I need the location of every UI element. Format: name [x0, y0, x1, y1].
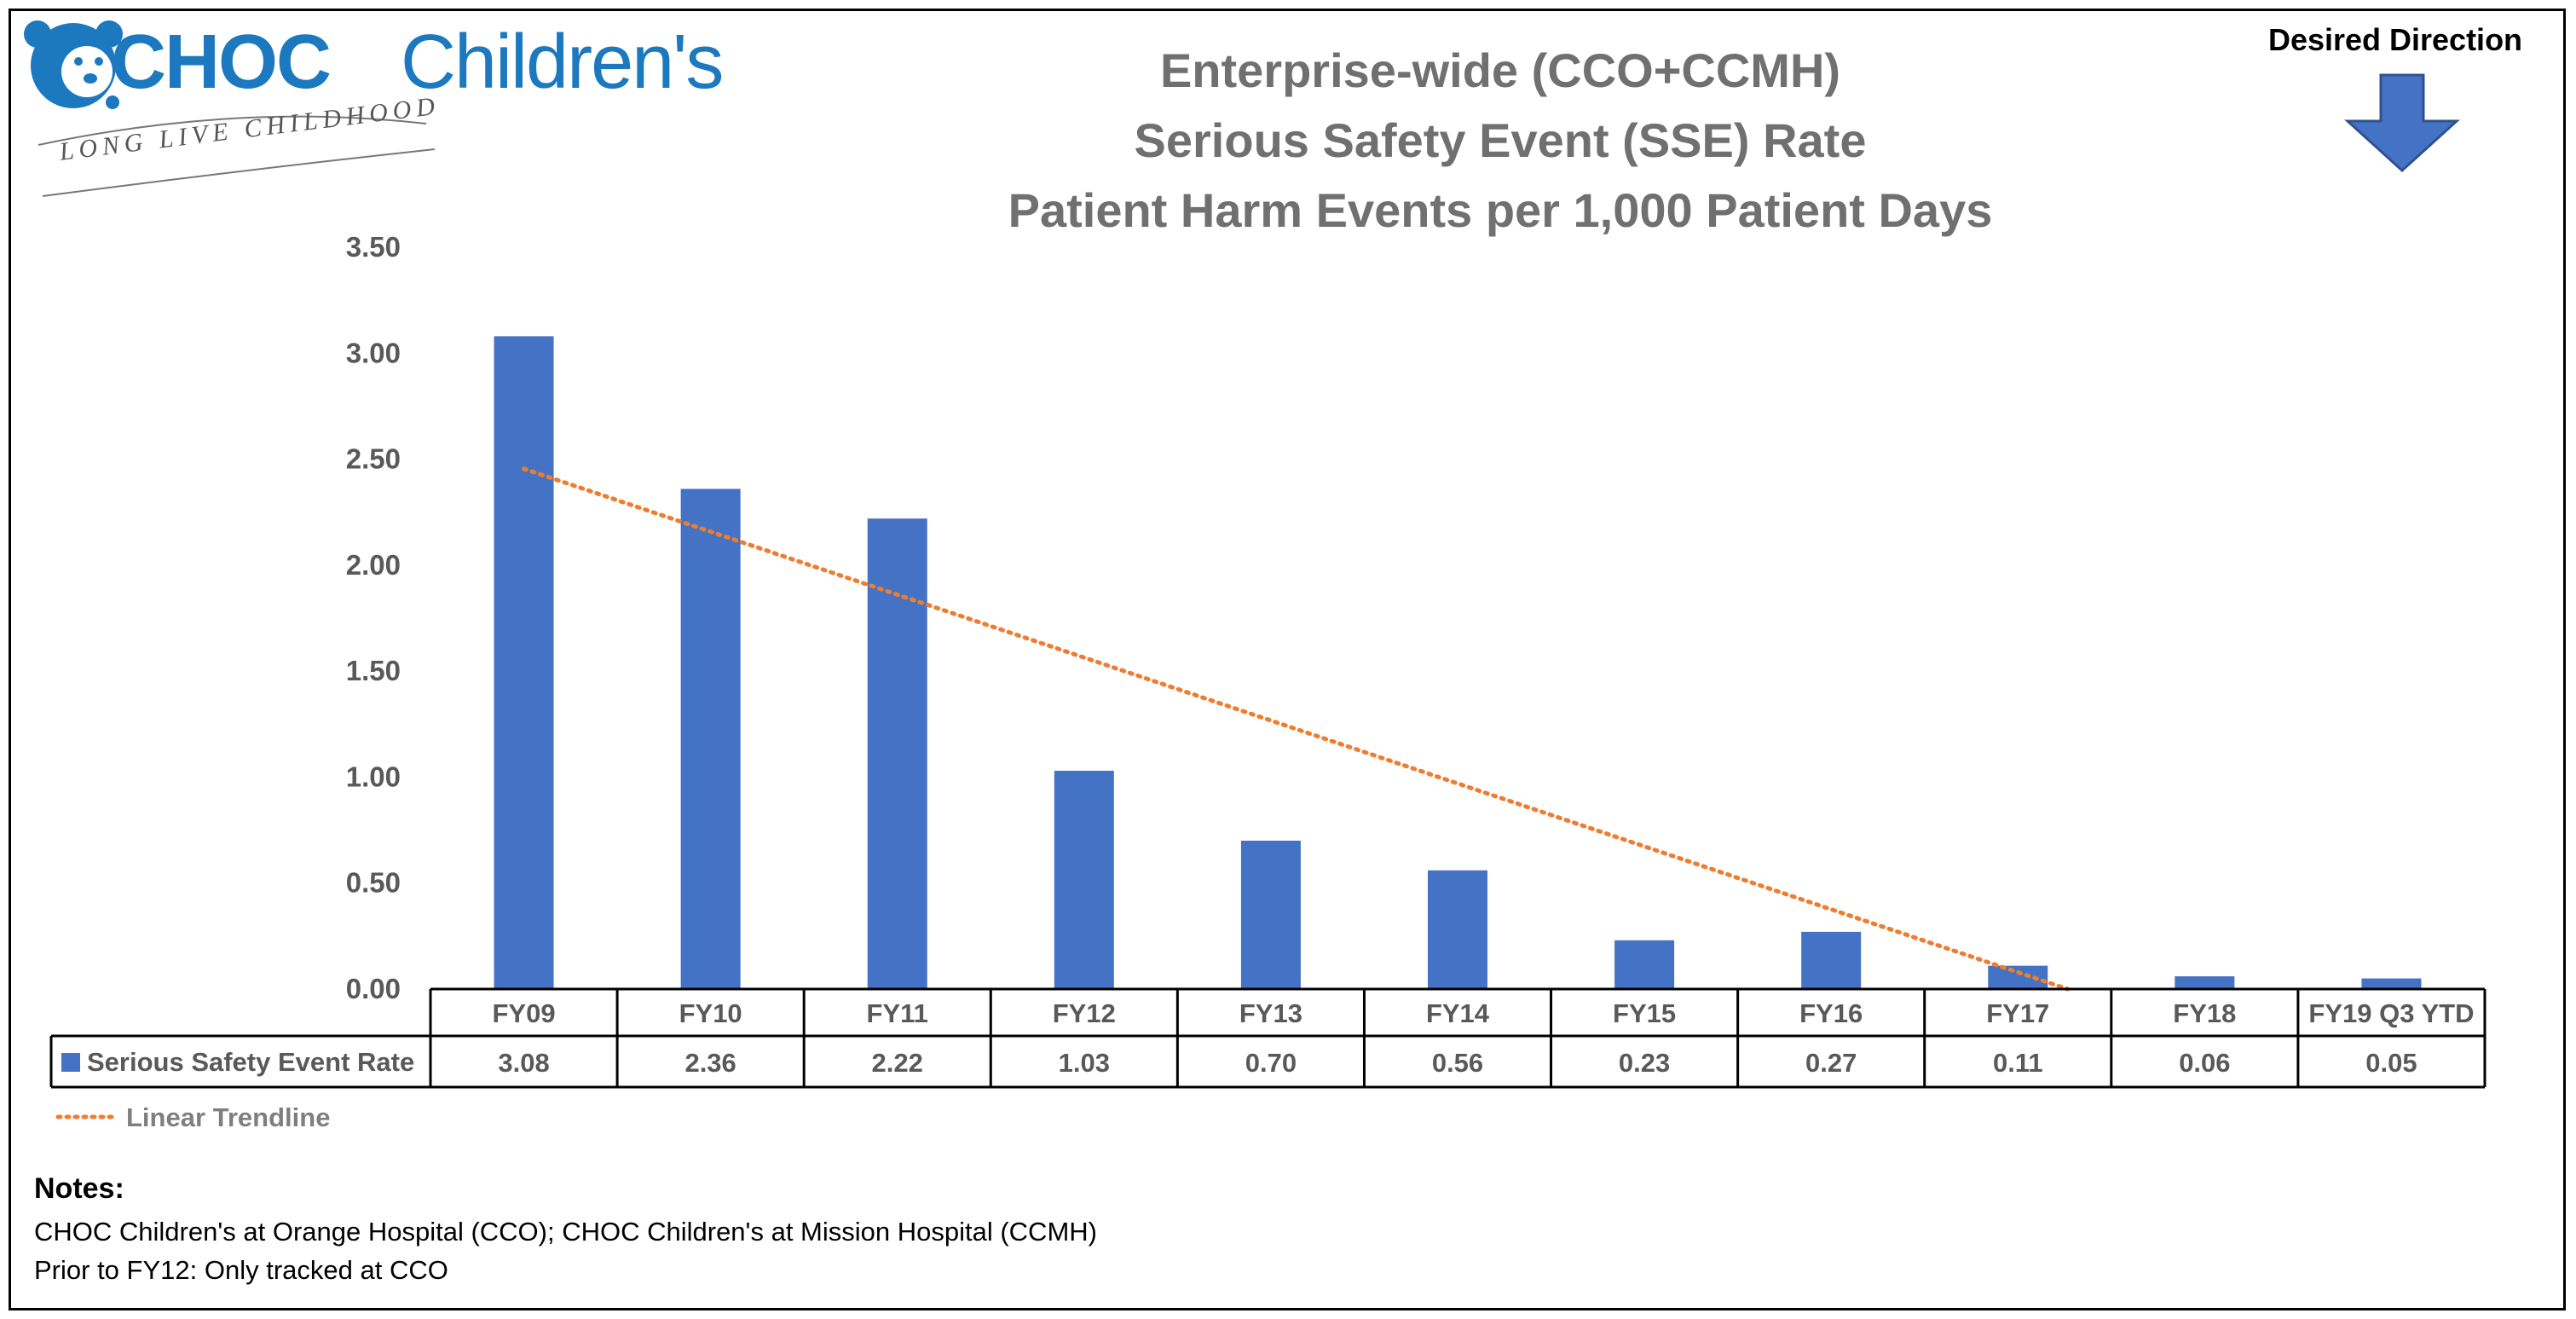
x-category-label: FY11 [867, 998, 928, 1028]
data-value-label: 0.05 [2365, 1048, 2417, 1078]
data-value-label: 2.36 [684, 1048, 736, 1078]
y-tick-label: 2.50 [346, 443, 401, 475]
x-category-label: FY09 [492, 998, 555, 1028]
bar-fy16 [1801, 931, 1862, 989]
chart-title-line-2: Serious Safety Event (SSE) Rate [1134, 113, 1867, 167]
y-tick-label: 3.00 [346, 337, 401, 368]
desired-direction-label: Desired Direction [2267, 22, 2523, 57]
data-value-label: 1.03 [1059, 1048, 1110, 1078]
bar-fy11 [867, 518, 927, 989]
bar-fy13 [1240, 841, 1301, 989]
bar-fy15 [1614, 940, 1675, 989]
trendline [522, 466, 2071, 992]
chart-title-line-1: Enterprise-wide (CCO+CCMH) [1159, 43, 1841, 97]
trendline-layer [522, 466, 2071, 992]
chart: 0.00 0.50 1.00 1.50 2.00 2.50 3.00 3.50 FY09 3.0… [49, 231, 2486, 1132]
slide-border [9, 9, 2566, 1310]
y-tick-label: 0.00 [346, 973, 401, 1004]
down-arrow-icon [2344, 73, 2460, 173]
bars [494, 336, 2422, 989]
bar-fy12 [1054, 770, 1114, 989]
y-tick-label: 1.50 [346, 655, 401, 686]
notes: Notes: CHOC Children's at Orange Hospita… [34, 1172, 1097, 1289]
x-category-label: FY12 [1053, 998, 1116, 1028]
notes-line-2: Prior to FY12: Only tracked at CCO [34, 1255, 448, 1285]
bar-fy10 [680, 489, 741, 989]
x-category-label: FY14 [1426, 998, 1490, 1028]
bar-fy17 [1988, 965, 2048, 989]
legend-swatch-series [61, 1053, 80, 1072]
data-value-label: 0.11 [1993, 1048, 2043, 1078]
notes-line-1: CHOC Children's at Orange Hospital (CCO)… [34, 1217, 1097, 1247]
data-value-label: 2.22 [872, 1048, 923, 1078]
data-value-label: 0.70 [1245, 1048, 1297, 1078]
logo-brand-suffix: Children's [401, 20, 724, 105]
y-axis-tick-labels: 0.00 0.50 1.00 1.50 2.00 2.50 3.00 3.50 [346, 231, 401, 1004]
y-tick-label: 3.50 [346, 231, 401, 263]
notes-title: Notes: [34, 1172, 124, 1205]
x-category-label: FY19 Q3 YTD [2308, 998, 2474, 1028]
logo-brand: CHOC [111, 20, 332, 105]
tagline-swoosh-icon [38, 115, 436, 197]
bar-fy14 [1428, 870, 1487, 989]
bar-fy18 [2175, 976, 2235, 989]
legend-label-trendline: Linear Trendline [126, 1102, 330, 1132]
data-table: FY09 3.08 FY10 2.36 FY11 2.22 FY12 1.03 FY13 0.70… [49, 987, 2486, 1089]
data-value-label: 0.27 [1805, 1048, 1857, 1078]
chart-title-line-3: Patient Harm Events per 1,000 Patient Da… [1008, 183, 1993, 237]
y-tick-label: 2.00 [346, 549, 401, 581]
x-category-label: FY18 [2173, 998, 2236, 1028]
data-value-label: 0.56 [1432, 1048, 1483, 1078]
legend: Linear Trendline [55, 1102, 330, 1132]
y-tick-label: 0.50 [346, 867, 401, 899]
data-value-label: 0.23 [1619, 1048, 1670, 1078]
data-value-label: 3.08 [498, 1048, 549, 1078]
bar-fy09 [494, 336, 554, 989]
x-category-label: FY13 [1239, 998, 1302, 1028]
data-value-label: 0.06 [2179, 1048, 2230, 1078]
x-category-label: FY17 [1986, 998, 2049, 1028]
x-category-label: FY10 [679, 998, 742, 1028]
x-category-label: FY15 [1613, 998, 1676, 1028]
legend-label-series: Serious Safety Event Rate [87, 1047, 414, 1077]
x-category-label: FY16 [1799, 998, 1863, 1028]
bear-logo-icon [24, 20, 123, 109]
bar-fy19-q3-ytd [2361, 978, 2422, 989]
y-tick-label: 1.00 [346, 761, 401, 792]
